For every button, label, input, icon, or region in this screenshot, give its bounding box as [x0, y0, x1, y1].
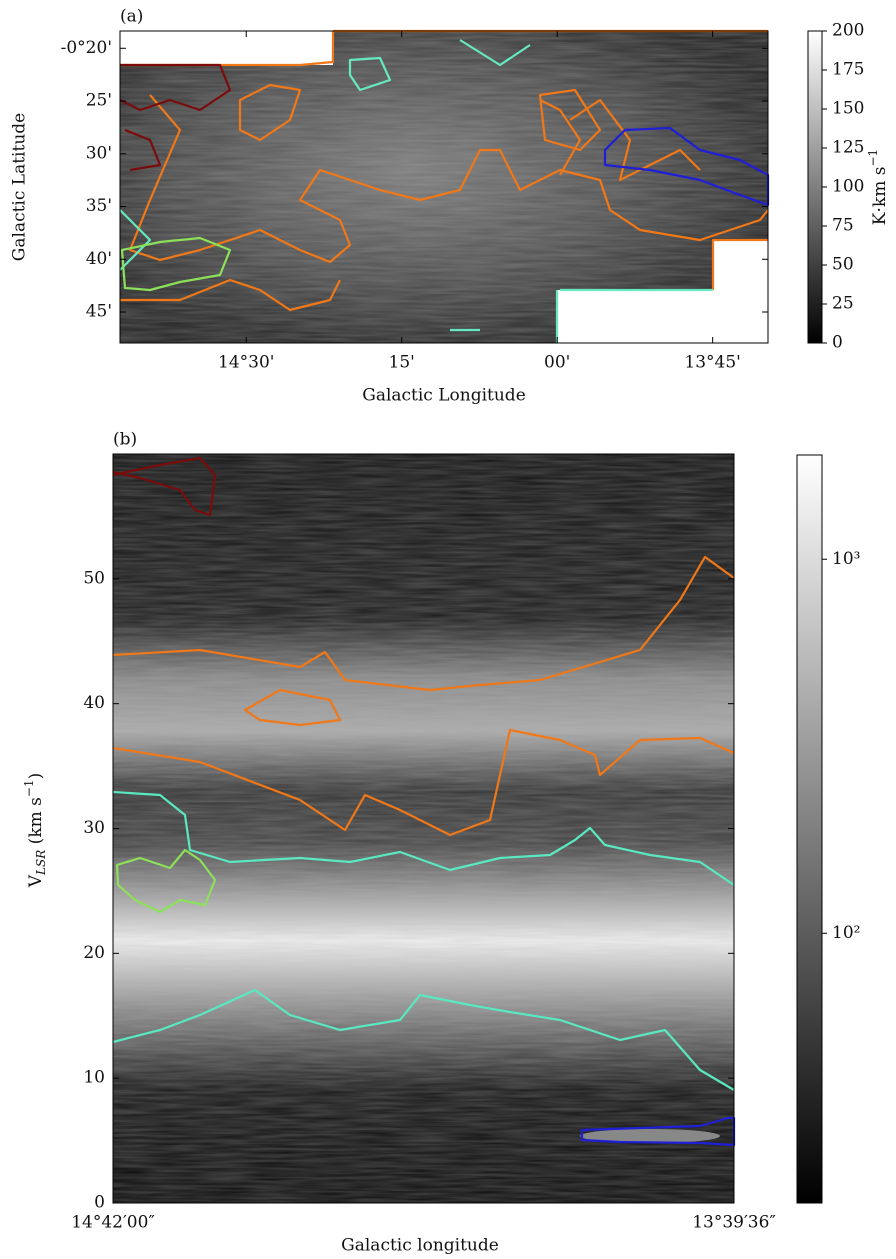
x-tick-label: 15'	[389, 353, 415, 373]
x-tick-label: 00'	[544, 353, 570, 373]
colorbar-tick-label: 100	[832, 177, 864, 197]
y-label-part: LSR	[34, 850, 48, 876]
colorbar-tick-label: 125	[832, 138, 864, 158]
colorbar-tick-label: 200	[832, 21, 864, 41]
x-tick-label: 13°45'	[684, 353, 740, 373]
colorbar-label-text: K·km s	[870, 167, 890, 226]
pv-image	[113, 454, 734, 1203]
y-axis-label: Galactic Latitude	[10, 113, 30, 261]
x-tick-label: 13°39′36″	[692, 1213, 776, 1233]
y-axis-label: VLSR (km s−1)	[22, 773, 48, 888]
colorbar-tick-label: 10²	[832, 923, 860, 943]
colorbar-tick-label: 50	[832, 255, 854, 275]
panel-label: (a)	[120, 7, 143, 27]
y-tick-label: -0°20'	[61, 38, 112, 58]
y-tick-label: 25'	[86, 91, 112, 111]
colorbar-tick-label: 0	[832, 333, 843, 353]
y-tick-label: 10	[83, 1068, 105, 1088]
x-axis-label: Galactic Longitude	[362, 386, 526, 406]
colorbar-tick-label: 75	[832, 216, 854, 236]
y-label-part: V	[26, 874, 46, 888]
plot-frame	[119, 30, 769, 344]
y-tick-label: 45'	[86, 301, 112, 321]
colorbar	[807, 30, 823, 344]
y-tick-label: 35'	[86, 196, 112, 216]
x-tick-label: 14°42′00″	[71, 1213, 155, 1233]
contours-a	[119, 29, 770, 343]
y-tick-label: 50	[83, 568, 105, 588]
colorbar-tick-label: 25	[832, 294, 854, 314]
x-tick-label: 14°30'	[218, 353, 274, 373]
colorbar-label: K·km s−1	[866, 149, 890, 225]
colorbar-tick-label: 10³	[832, 549, 860, 569]
x-axis-label: Galactic longitude	[341, 1236, 499, 1256]
colorbar-tick-label: 150	[832, 99, 864, 119]
panel-label: (b)	[113, 430, 137, 450]
panel-b: (b) Galactic longitude VLSR (km s−1) 14°…	[22, 430, 861, 1256]
y-label-part: −1	[22, 779, 36, 797]
y-tick-label: 0	[94, 1193, 105, 1213]
y-label-part: )	[26, 773, 46, 780]
y-tick-label: 20	[83, 943, 105, 963]
colorbar-label-exp: −1	[866, 149, 880, 167]
y-tick-label: 40	[83, 693, 105, 713]
y-tick-label: 30'	[86, 143, 112, 163]
map-image	[120, 31, 768, 343]
colorbar	[796, 454, 823, 1204]
y-label-part: (km s	[26, 797, 46, 850]
y-tick-label: 40'	[86, 249, 112, 269]
colorbar-tick-label: 175	[832, 60, 864, 80]
panel-a: (a) Galactic Longitude Galactic Latitude…	[10, 7, 890, 406]
y-tick-label: 30	[83, 818, 105, 838]
